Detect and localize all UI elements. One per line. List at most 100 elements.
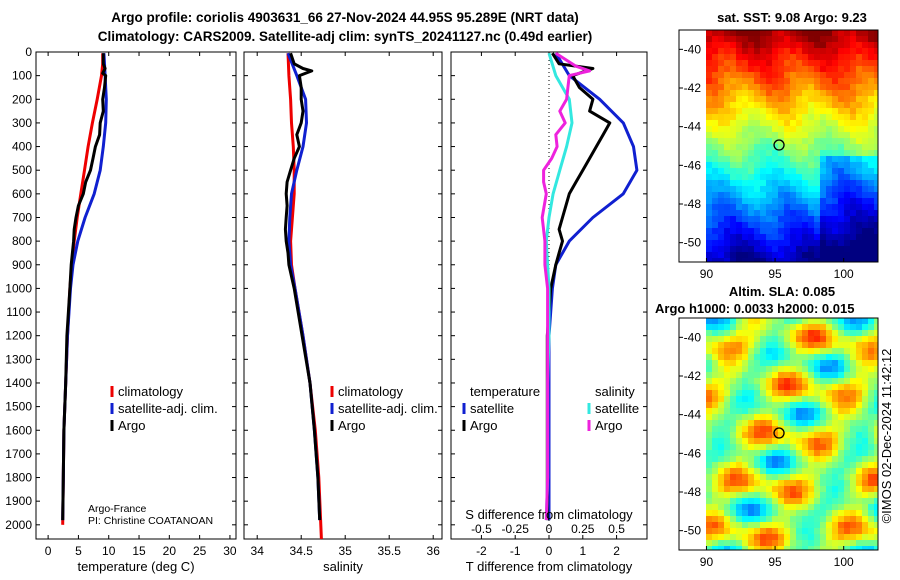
sst-cell (766, 216, 773, 223)
sla-cell (760, 522, 767, 529)
sst-cell (742, 78, 749, 85)
sla-cell (712, 330, 719, 337)
sst-cell (874, 240, 878, 247)
sla-cell (706, 432, 713, 439)
sla-cell (790, 354, 797, 361)
sla-cell (874, 372, 878, 379)
sst-cell (712, 120, 719, 127)
sla-cell (820, 498, 827, 505)
sst-cell (820, 210, 827, 217)
sst-cell (838, 66, 845, 73)
sla-cell (766, 378, 773, 385)
sla-cell (742, 432, 749, 439)
sst-cell (868, 120, 875, 127)
x-tick-label: 2 (613, 544, 620, 558)
sst-cell (748, 48, 755, 55)
sla-cell (766, 354, 773, 361)
top-tick-label: 0 (546, 522, 553, 536)
sst-cell (820, 186, 827, 193)
sla-cell (832, 342, 839, 349)
sla-cell (712, 324, 719, 331)
sla-cell (712, 402, 719, 409)
sst-cell (814, 240, 821, 247)
y-tick-label: 500 (12, 163, 32, 177)
sst-cell (754, 216, 761, 223)
sst-cell (748, 126, 755, 133)
sst-cell (778, 258, 785, 262)
sst-cell (838, 216, 845, 223)
sst-cell (874, 72, 878, 79)
sst-cell (862, 258, 869, 262)
sla-cell (856, 468, 863, 475)
sst-cell (814, 78, 821, 85)
sla-cell (862, 354, 869, 361)
sst-cell (838, 258, 845, 262)
sla-cell (772, 360, 779, 367)
sla-cell (754, 360, 761, 367)
sla-cell (826, 414, 833, 421)
sst-cell (808, 108, 815, 115)
sla-cell (814, 534, 821, 541)
sla-cell (712, 378, 719, 385)
sst-cell (724, 222, 731, 229)
sst-cell (790, 204, 797, 211)
sst-cell (802, 150, 809, 157)
sst-cell (826, 150, 833, 157)
sst-cell (766, 90, 773, 97)
sla-cell (754, 342, 761, 349)
sla-cell (874, 438, 878, 445)
sst-cell (814, 66, 821, 73)
sst-cell (826, 216, 833, 223)
sst-cell (844, 168, 851, 175)
sst-cell (736, 174, 743, 181)
sst-cell (862, 222, 869, 229)
sla-cell (790, 474, 797, 481)
sst-cell (856, 246, 863, 253)
sst-cell (754, 138, 761, 145)
sst-cell (856, 174, 863, 181)
sla-cell (754, 426, 761, 433)
sla-cell (796, 318, 803, 325)
sla-cell (730, 384, 737, 391)
sla-cell (862, 534, 869, 541)
sla-cell (766, 390, 773, 397)
sla-cell (718, 414, 725, 421)
sst-cell (718, 78, 725, 85)
sst-cell (712, 114, 719, 121)
sst-cell (730, 180, 737, 187)
sla-cell (790, 498, 797, 505)
sst-cell (772, 102, 779, 109)
sst-cell (814, 168, 821, 175)
sla-cell (706, 468, 713, 475)
sla-cell (862, 474, 869, 481)
sla-cell (832, 534, 839, 541)
lat-tick-label: -48 (684, 197, 702, 211)
sst-cell (874, 126, 878, 133)
sla-cell (778, 474, 785, 481)
sst-cell (796, 144, 803, 151)
sla-cell (814, 342, 821, 349)
sst-cell (832, 168, 839, 175)
sst-cell (748, 192, 755, 199)
sst-cell (790, 66, 797, 73)
sla-cell (730, 510, 737, 517)
sst-cell (748, 132, 755, 139)
sla-cell (826, 354, 833, 361)
sst-cell (760, 30, 767, 37)
sst-cell (832, 258, 839, 262)
sst-cell (838, 156, 845, 163)
sla-cell (820, 516, 827, 523)
sst-cell (796, 138, 803, 145)
sst-cell (808, 84, 815, 91)
sst-cell (814, 204, 821, 211)
sst-cell (868, 162, 875, 169)
sla-cell (808, 456, 815, 463)
sla-cell (778, 504, 785, 511)
sst-cell (706, 234, 713, 241)
sst-cell (706, 192, 713, 199)
sst-cell (748, 78, 755, 85)
sst-cell (724, 96, 731, 103)
sst-cell (748, 30, 755, 37)
sst-cell (718, 192, 725, 199)
sst-cell (778, 84, 785, 91)
